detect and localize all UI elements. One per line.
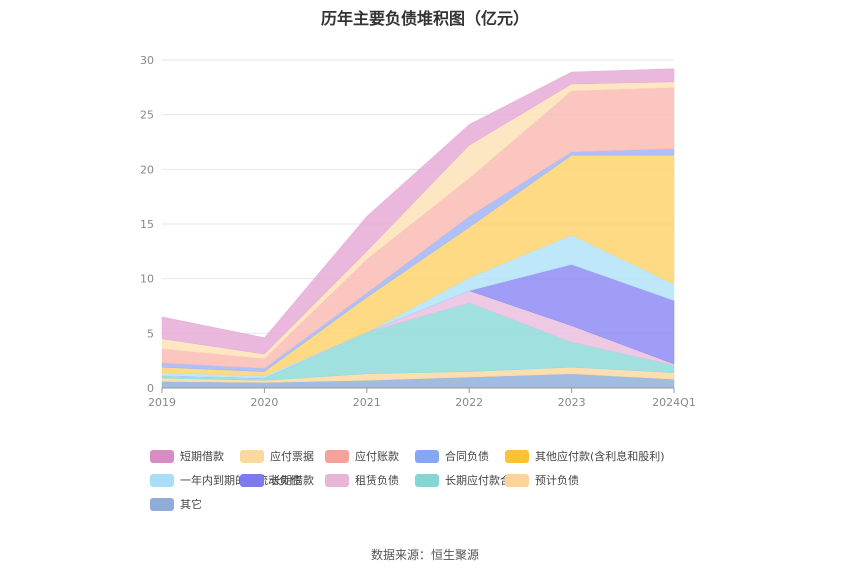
y-tick-label: 0 [147, 382, 154, 395]
legend-swatch [240, 473, 264, 487]
x-tick-label: 2020 [250, 396, 278, 409]
series-area [161, 68, 675, 355]
legend-swatch [150, 473, 174, 487]
legend-swatch [505, 473, 529, 487]
y-tick-label: 5 [147, 327, 154, 340]
legend-swatch [150, 497, 174, 511]
legend-label: 其他应付款(含利息和股利) [535, 450, 665, 463]
x-tick-label: 2024Q1 [652, 396, 696, 409]
legend-item[interactable]: 其他应付款(含利息和股利) [505, 448, 665, 464]
legend-label: 短期借款 [180, 450, 224, 463]
chart-title: 历年主要负债堆积图（亿元） [320, 9, 529, 28]
legend-label: 预计负债 [535, 474, 579, 487]
legend-item[interactable]: 合同负债 [415, 448, 489, 464]
x-tick-label: 2019 [148, 396, 176, 409]
x-tick-label: 2021 [353, 396, 381, 409]
y-tick-label: 30 [140, 54, 154, 67]
legend-swatch [325, 449, 349, 463]
legend-swatch [415, 473, 439, 487]
stacked-area-chart: 0 5 10 15 20 25 30 2019 2020 2021 2022 2023 2024Q1 [140, 54, 696, 409]
legend-swatch [505, 449, 529, 463]
x-tick-label: 2023 [558, 396, 586, 409]
legend-swatch [150, 449, 174, 463]
legend-swatch [325, 473, 349, 487]
legend-label: 其它 [180, 498, 202, 511]
legend-label: 应付账款 [355, 450, 399, 463]
legend-swatch [415, 449, 439, 463]
legend-label: 应付票据 [270, 450, 314, 463]
legend-swatch [240, 449, 264, 463]
legend-item[interactable]: 应付账款 [325, 448, 399, 464]
y-tick-label: 15 [140, 218, 154, 231]
legend-item[interactable]: 长期应付款合计 [415, 472, 522, 488]
legend-label: 租赁负债 [355, 474, 399, 487]
legend-item[interactable]: 长期借款 [240, 472, 314, 488]
data-source-note: 数据来源：恒生聚源 [370, 548, 479, 562]
y-tick-label: 25 [140, 109, 154, 122]
legend-item[interactable]: 短期借款 [150, 448, 224, 464]
legend-label: 长期借款 [270, 474, 314, 487]
y-tick-label: 10 [140, 273, 154, 286]
legend-label: 合同负债 [445, 450, 489, 463]
y-tick-label: 20 [140, 163, 154, 176]
legend-item[interactable]: 其它 [150, 496, 202, 512]
legend-item[interactable]: 预计负债 [505, 472, 579, 488]
legend-label: 长期应付款合计 [445, 474, 522, 487]
legend-item[interactable]: 租赁负债 [325, 472, 399, 488]
x-tick-label: 2022 [455, 396, 483, 409]
legend-item[interactable]: 应付票据 [240, 448, 314, 464]
